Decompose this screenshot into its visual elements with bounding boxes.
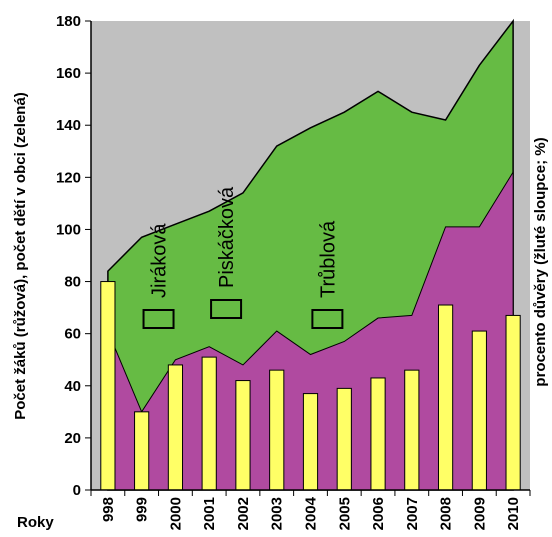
trust-bar-2010 <box>505 314 521 491</box>
trust-bar-2000 <box>167 364 184 491</box>
x-tick-label-2004: 2004 <box>303 496 320 530</box>
x-tick-label-2010: 2010 <box>505 497 522 530</box>
y-tick-label-100: 100 <box>56 221 81 238</box>
x-tick-label-2001: 2001 <box>201 497 218 530</box>
annotation-box-1 <box>142 309 175 329</box>
y-tick-label-160: 160 <box>56 65 81 82</box>
trust-bar-2007 <box>404 369 420 491</box>
annotation-label-1: Jiráková <box>149 223 171 298</box>
annotation-box-2 <box>210 299 243 319</box>
trust-bar-1999 <box>134 411 150 491</box>
y-tick-label-20: 20 <box>64 430 81 447</box>
annotation-label-2: Piskáčková <box>216 186 238 288</box>
y-tick-label-0: 0 <box>73 482 81 499</box>
trust-bar-2004 <box>302 393 319 491</box>
y-axis-title-right: procento důvěry (žluté sloupce; %) <box>532 137 549 386</box>
x-tick-label-2007: 2007 <box>404 497 421 530</box>
x-tick-labels: 998 999 2000 2001 2002 2003 2004 2005 2006 2007 20… <box>100 496 522 530</box>
trust-bar-2009 <box>471 330 487 491</box>
x-tick-label-2000: 2000 <box>167 497 184 530</box>
trust-bar-2002 <box>235 380 251 491</box>
x-tick-label-2009: 2009 <box>471 497 488 530</box>
annotation-box-3 <box>311 309 344 329</box>
annotation-label-3: Trůblová <box>317 220 339 298</box>
y-tick-label-80: 80 <box>64 274 81 291</box>
y-tick-label-40: 40 <box>64 378 81 395</box>
x-tick-label-2006: 2006 <box>370 497 387 530</box>
x-tick-label-2005: 2005 <box>336 497 353 530</box>
x-tick-label-2008: 2008 <box>438 497 455 530</box>
x-tick-label-2003: 2003 <box>269 497 286 530</box>
trust-bar-1998 <box>100 281 116 491</box>
trust-bar-2006 <box>370 377 386 491</box>
trust-bar-2001 <box>201 356 217 491</box>
trust-bar-2005 <box>336 387 352 491</box>
y-tick-label-120: 120 <box>56 169 81 186</box>
trust-bars <box>100 281 521 491</box>
x-tick-label-2002: 2002 <box>235 497 252 530</box>
x-axis-title: Roky <box>17 514 54 531</box>
y-tick-label-180: 180 <box>56 13 81 30</box>
y-tick-label-140: 140 <box>56 117 81 134</box>
y-tick-label-60: 60 <box>64 326 81 343</box>
y-tick-labels: 0 20 40 60 80 100 120 140 160 180 <box>56 13 81 499</box>
trust-bar-2008 <box>437 304 454 491</box>
x-tick-label-1999: 999 <box>134 497 151 522</box>
y-axis-title-left: Počet žáků (růžová), počet dětí v obci (… <box>12 92 29 420</box>
axes <box>85 20 531 496</box>
trust-bar-2003 <box>269 369 285 491</box>
x-tick-label-1998: 998 <box>100 497 117 522</box>
annotations: Jiráková Piskáčková Trůblová <box>142 186 344 329</box>
